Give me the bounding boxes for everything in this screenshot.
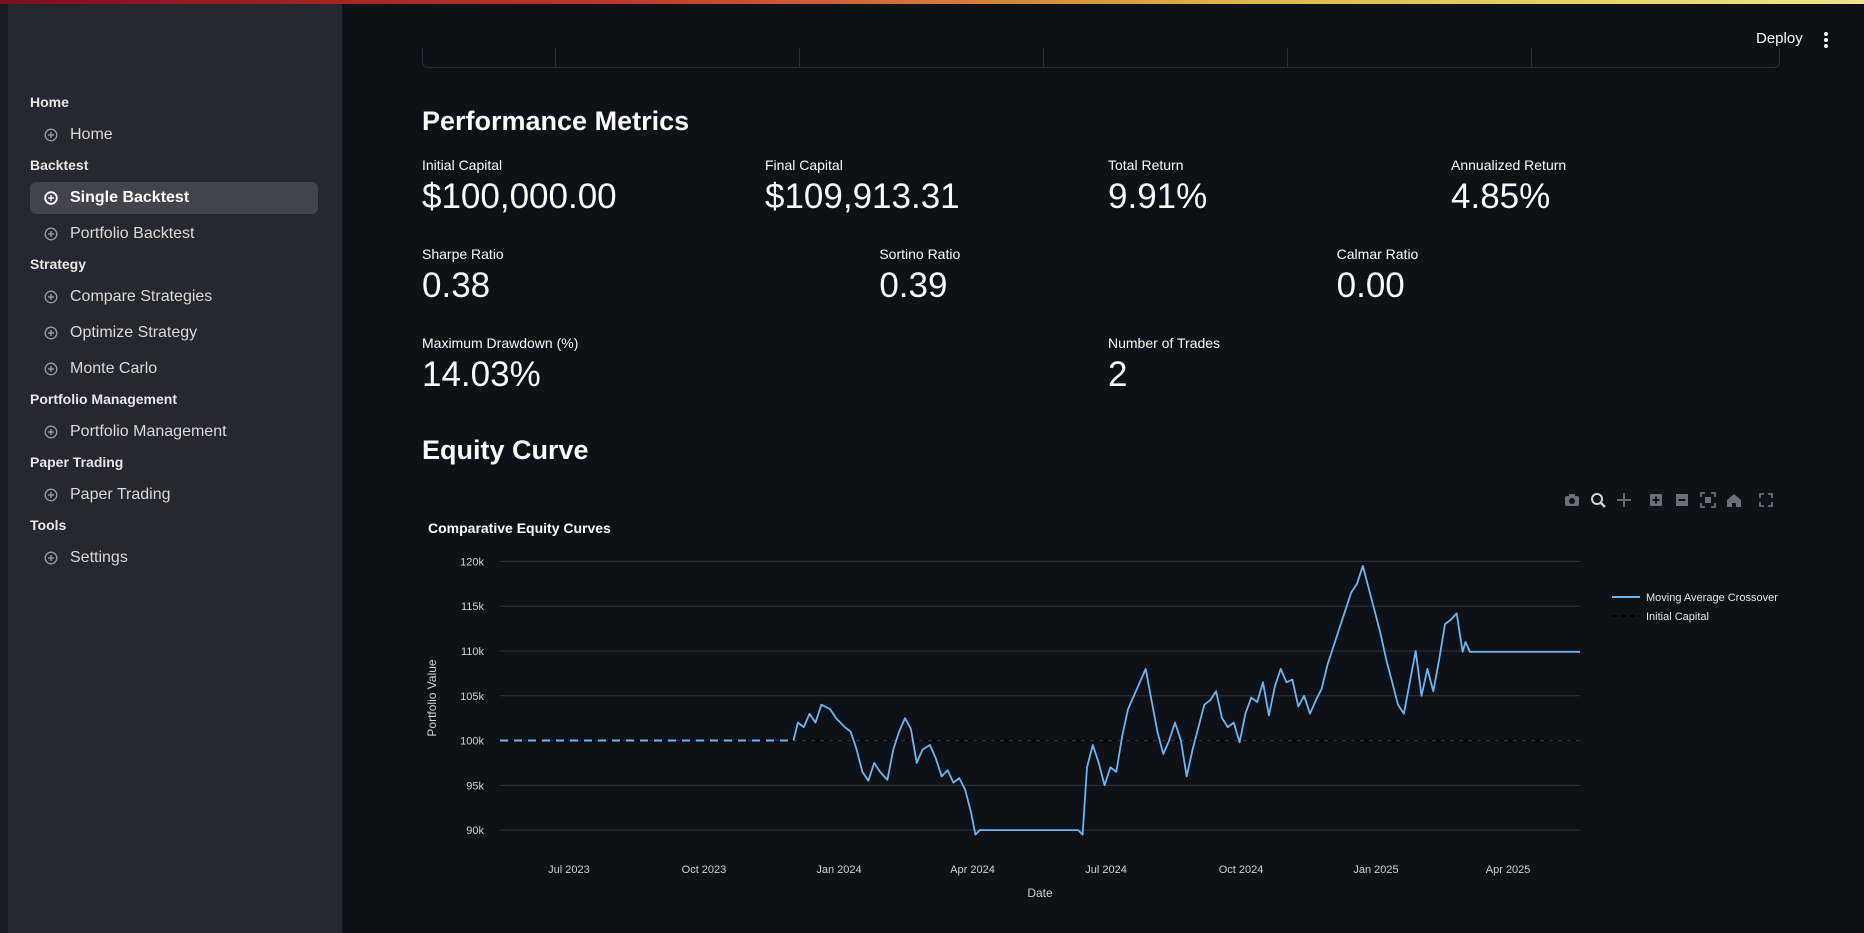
add-circle-icon <box>40 191 62 205</box>
pan-icon[interactable] <box>1614 490 1634 510</box>
y-tick-label: 120k <box>460 556 484 568</box>
metric-label: Sortino Ratio <box>879 246 961 262</box>
metric-value: $109,913.31 <box>765 177 960 216</box>
x-tick-label: Jul 2023 <box>548 864 590 876</box>
legend-label-initial-capital: Initial Capital <box>1646 611 1709 623</box>
add-circle-icon <box>40 488 62 502</box>
sidebar-item-single-backtest[interactable]: Single Backtest <box>30 182 318 214</box>
y-tick-label: 90k <box>466 825 484 837</box>
strategy-equity-line <box>792 565 1580 836</box>
sidebar-item-label: Optimize Strategy <box>70 324 198 341</box>
metric-label: Annualized Return <box>1451 157 1567 173</box>
metric-value: $100,000.00 <box>422 177 617 216</box>
more-options-icon[interactable] <box>1818 30 1834 50</box>
metric-value: 2 <box>1108 355 1128 394</box>
add-circle-icon <box>40 290 62 304</box>
x-tick-label: Jan 2025 <box>1353 864 1398 876</box>
x-tick-label: Apr 2024 <box>950 864 995 876</box>
sidebar-item-portfolio-backtest[interactable]: Portfolio Backtest <box>30 218 318 250</box>
metric-value: 9.91% <box>1108 177 1208 216</box>
legend-label-strategy: Moving Average Crossover <box>1646 592 1778 604</box>
top-accent-bar <box>0 0 1864 4</box>
metric-maximum-drawdown: Maximum Drawdown (%) 14.03% <box>422 335 578 395</box>
sidebar-item-label: Home <box>70 126 113 143</box>
metric-label: Calmar Ratio <box>1336 246 1419 262</box>
sidebar-section-backtest: Backtest <box>30 157 89 173</box>
deploy-button[interactable]: Deploy <box>1756 30 1803 47</box>
x-axis-label: Date <box>1027 886 1053 900</box>
sidebar-item-paper-trading[interactable]: Paper Trading <box>30 479 318 511</box>
metric-final-capital: Final Capital $109,913.31 <box>765 157 960 217</box>
sidebar-item-label: Monte Carlo <box>70 360 158 377</box>
sidebar-section-portfolio-management: Portfolio Management <box>30 391 178 407</box>
equity-chart: Comparative Equity Curves 90k 95k 100k 105k 1… <box>425 520 1778 900</box>
metric-label: Final Capital <box>765 157 843 173</box>
sidebar-item-portfolio-management[interactable]: Portfolio Management <box>30 416 318 448</box>
metric-value: 0.00 <box>1336 266 1405 305</box>
add-circle-icon <box>40 326 62 340</box>
equity-curve-heading: Equity Curve <box>422 435 589 465</box>
y-tick-label: 100k <box>460 736 484 748</box>
metric-number-of-trades: Number of Trades 2 <box>1108 335 1220 395</box>
main-content: Deploy Performance Metrics Initial Capit… <box>342 0 1864 933</box>
sidebar-item-label: Portfolio Backtest <box>70 225 195 242</box>
autoscale-icon[interactable] <box>1698 490 1718 510</box>
metric-value: 4.85% <box>1451 177 1551 216</box>
sidebar-item-settings[interactable]: Settings <box>30 542 318 574</box>
x-tick-label: Oct 2024 <box>1219 864 1264 876</box>
chart-title: Comparative Equity Curves <box>428 520 611 536</box>
sidebar-item-label: Single Backtest <box>70 189 190 206</box>
sidebar-item-label: Paper Trading <box>70 486 171 503</box>
metric-label: Initial Capital <box>422 157 503 173</box>
zoom-out-icon[interactable] <box>1672 490 1692 510</box>
sidebar-section-strategy: Strategy <box>30 256 87 272</box>
metric-label: Sharpe Ratio <box>422 246 504 262</box>
x-tick-label: Apr 2025 <box>1486 864 1531 876</box>
metric-total-return: Total Return 9.91% <box>1108 157 1207 217</box>
chart-modebar <box>1562 490 1776 510</box>
reset-axes-icon[interactable] <box>1724 490 1744 510</box>
sidebar-item-compare-strategies[interactable]: Compare Strategies <box>30 281 318 313</box>
sidebar-section-tools: Tools <box>30 517 67 533</box>
y-tick-label: 110k <box>461 646 485 658</box>
sidebar-item-home[interactable]: Home <box>30 119 318 151</box>
add-circle-icon <box>40 425 62 439</box>
sidebar: Home Home Backtest Single Backtest Portfolio… <box>0 0 342 933</box>
metric-initial-capital: Initial Capital $100,000.00 <box>422 157 617 217</box>
sidebar-section-home: Home <box>30 94 69 110</box>
metric-annualized-return: Annualized Return 4.85% <box>1451 157 1566 217</box>
y-tick-label: 95k <box>466 780 484 792</box>
zoom-in-icon[interactable] <box>1646 490 1666 510</box>
metric-value: 0.39 <box>879 266 948 305</box>
metric-label: Maximum Drawdown (%) <box>422 335 579 351</box>
sidebar-item-optimize-strategy[interactable]: Optimize Strategy <box>30 317 318 349</box>
sidebar-item-label: Settings <box>70 549 128 566</box>
metric-value: 0.38 <box>422 266 491 305</box>
x-tick-label: Jul 2024 <box>1085 864 1127 876</box>
metric-sortino-ratio: Sortino Ratio 0.39 <box>879 246 960 306</box>
sidebar-item-label: Compare Strategies <box>70 288 213 305</box>
metric-calmar-ratio: Calmar Ratio 0.00 <box>1337 246 1419 306</box>
camera-icon[interactable] <box>1562 490 1582 510</box>
metric-label: Number of Trades <box>1108 335 1221 351</box>
zoom-icon[interactable] <box>1588 490 1608 510</box>
previous-table-bottom <box>422 48 1780 68</box>
y-tick-label: 115k <box>461 601 485 613</box>
add-circle-icon <box>40 362 62 376</box>
sidebar-item-label: Portfolio Management <box>70 423 227 440</box>
sidebar-item-monte-carlo[interactable]: Monte Carlo <box>30 353 318 385</box>
sidebar-section-paper-trading: Paper Trading <box>30 454 124 470</box>
performance-metrics-heading: Performance Metrics <box>422 106 690 136</box>
x-tick-label: Oct 2023 <box>682 864 727 876</box>
metric-sharpe-ratio: Sharpe Ratio 0.38 <box>422 246 504 306</box>
metric-label: Total Return <box>1108 157 1184 173</box>
add-circle-icon <box>40 227 62 241</box>
y-tick-label: 105k <box>460 691 484 703</box>
fullscreen-icon[interactable] <box>1756 490 1776 510</box>
add-circle-icon <box>40 128 62 142</box>
y-axis-label: Portfolio Value <box>425 659 439 736</box>
metric-value: 14.03% <box>422 355 541 394</box>
x-tick-label: Jan 2024 <box>816 864 861 876</box>
add-circle-icon <box>40 551 62 565</box>
